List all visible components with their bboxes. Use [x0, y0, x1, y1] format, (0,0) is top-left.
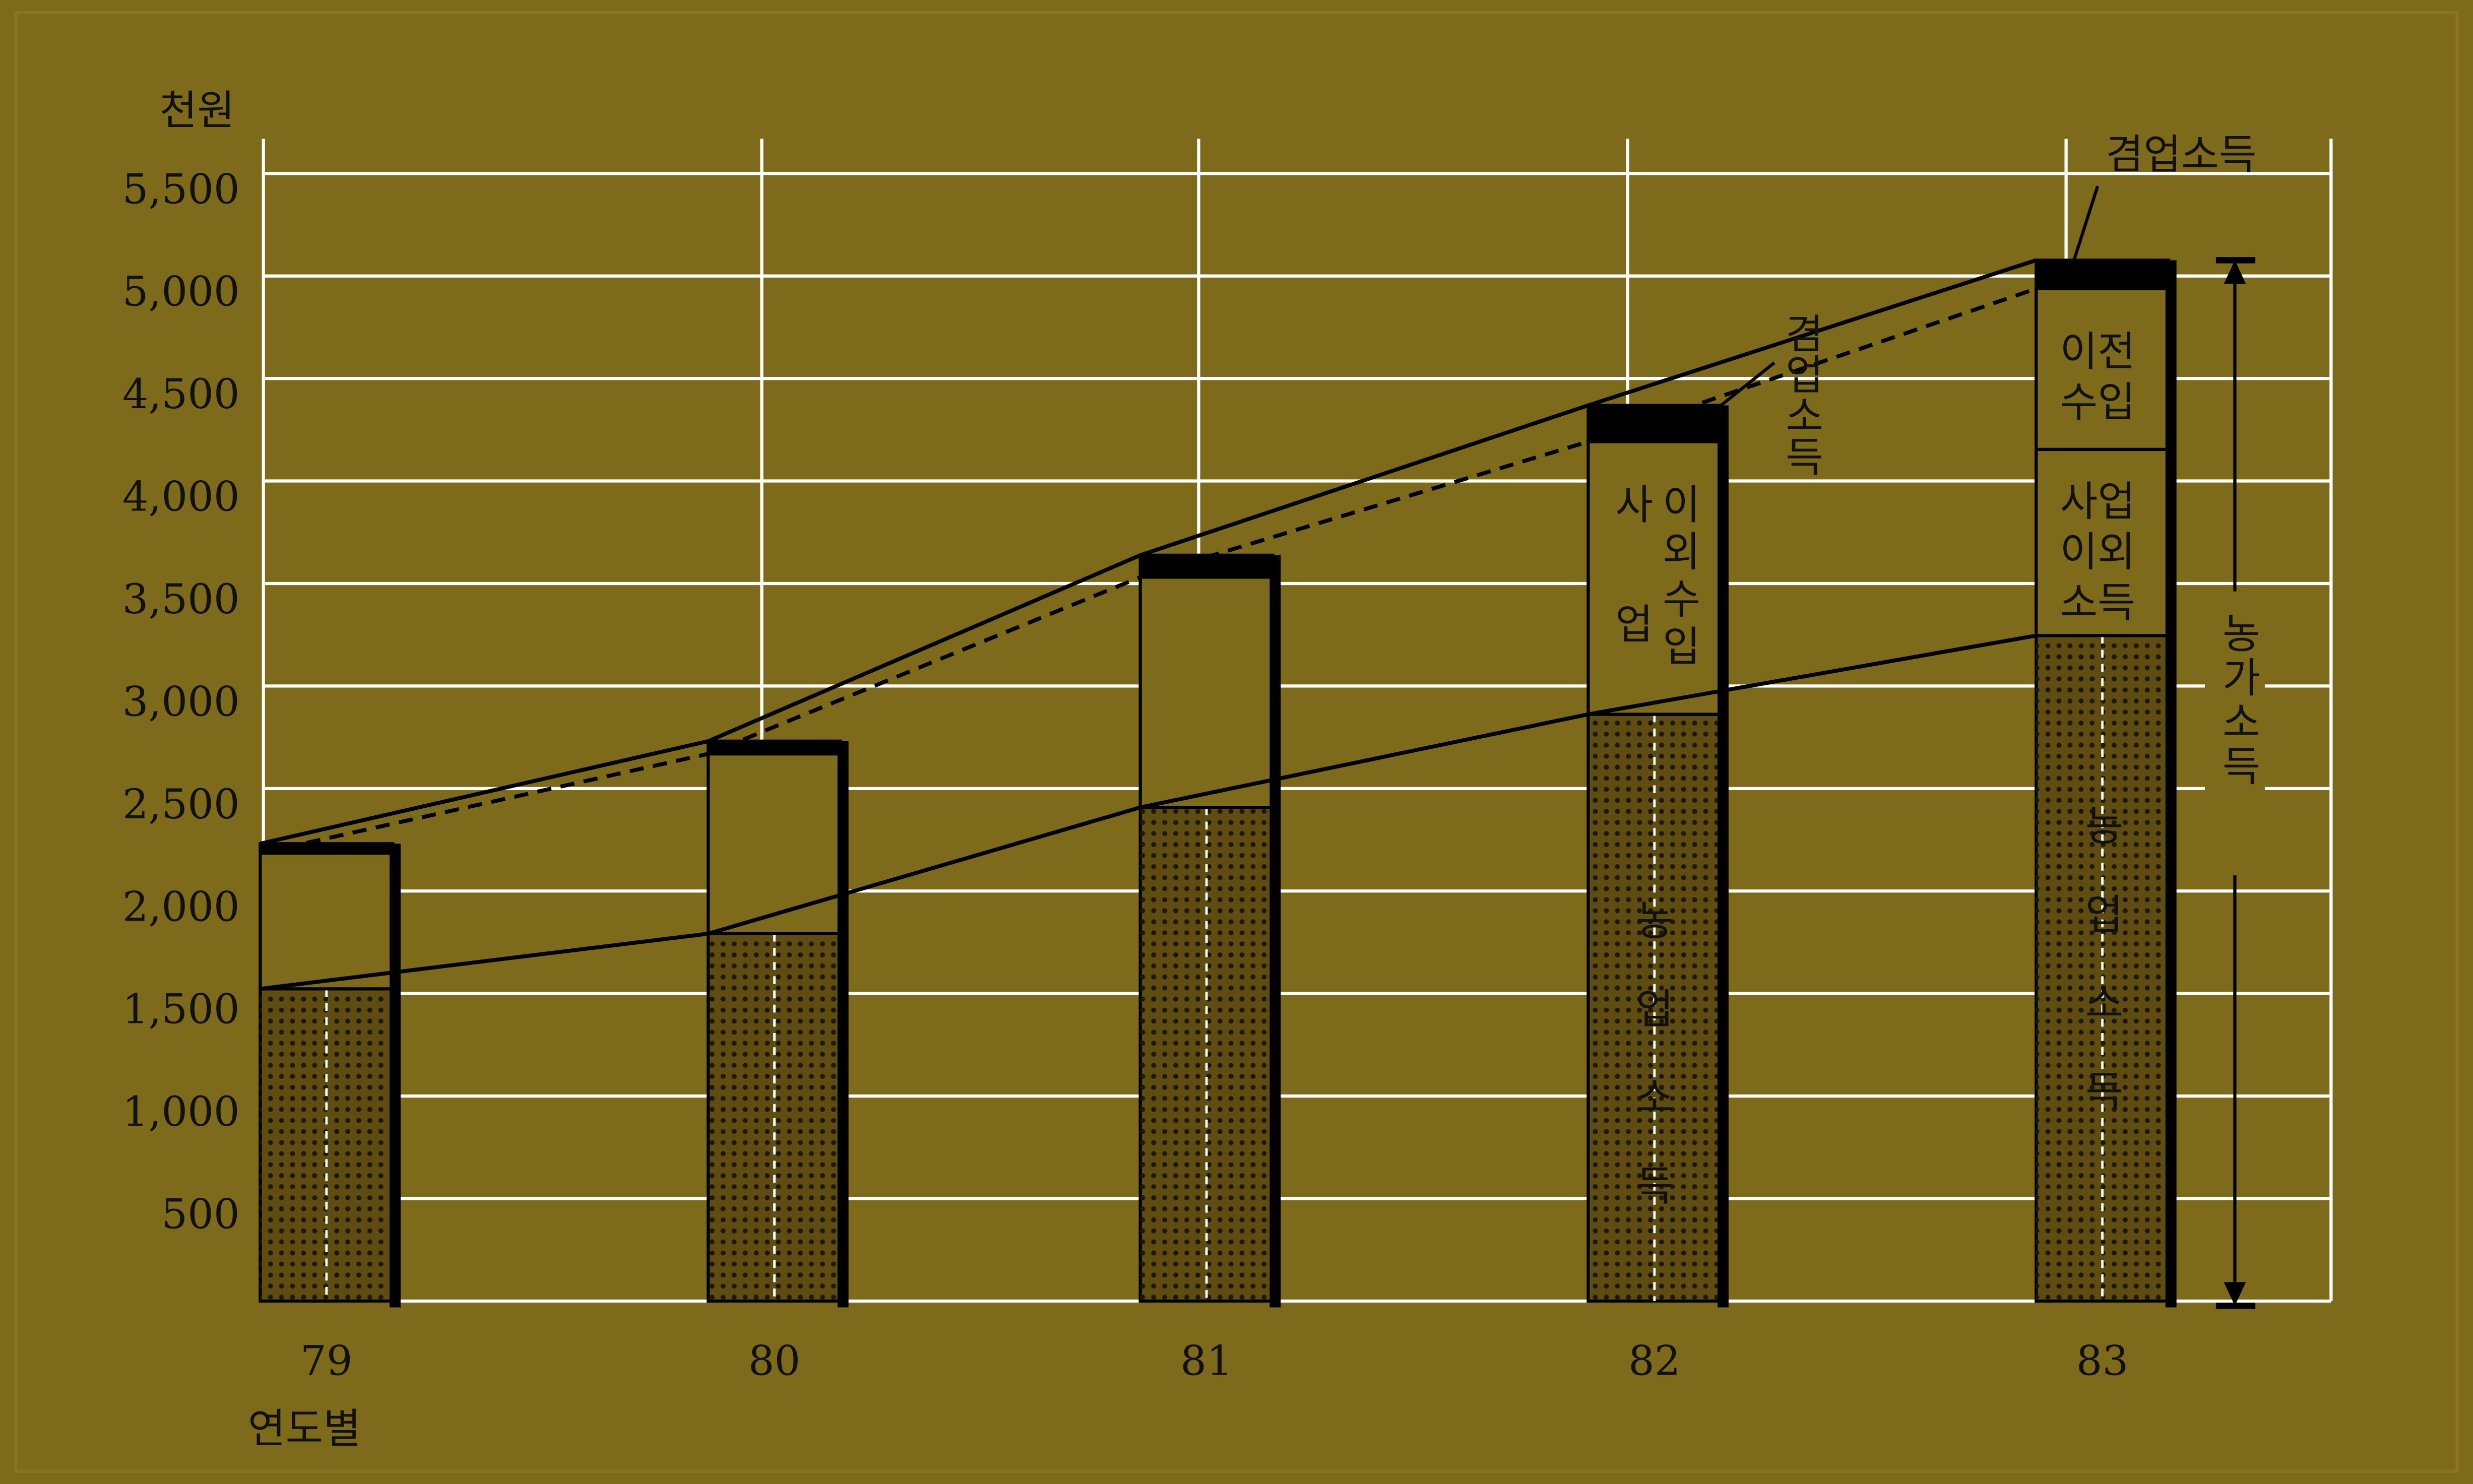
- total-line: [260, 258, 2037, 846]
- annotation: 천원: [159, 87, 235, 135]
- annotation: 이외: [2060, 528, 2135, 576]
- bar-segment: [1587, 440, 1723, 716]
- x-tick-label: 82: [1628, 1337, 1681, 1385]
- y-tick-label: 2,000: [122, 883, 240, 931]
- annotation: 겸업소득: [2106, 131, 2256, 178]
- frame: [14, 11, 2459, 1473]
- arrow-head: [2224, 1282, 2246, 1306]
- bar-segment: [259, 851, 395, 991]
- annotation: 소득: [2060, 578, 2135, 626]
- annotation: 이전: [2060, 328, 2135, 376]
- x-tick-label: 81: [1180, 1337, 1233, 1385]
- annotation: 수입: [2060, 378, 2135, 426]
- bar-shadow-edge: [1717, 405, 1729, 1308]
- y-tick-label: 4,000: [122, 473, 240, 521]
- annotation: 농가소득: [2214, 612, 2262, 788]
- annotation: 농업소득: [1627, 899, 1675, 1252]
- y-tick-label: 3,500: [122, 575, 240, 623]
- bracket-label-bg: [2204, 591, 2265, 875]
- annotation: 겸업소득: [1777, 312, 1825, 476]
- leader-line: [1718, 361, 1776, 408]
- leader-line: [2072, 185, 2100, 261]
- annotation: 사업: [1607, 483, 1655, 723]
- y-tick-label: 5,500: [122, 165, 240, 213]
- bar-segment: [707, 752, 843, 936]
- annotation: 사업: [2060, 478, 2135, 526]
- y-tick-label: 3,000: [122, 678, 240, 726]
- bar-segment: [2035, 287, 2171, 451]
- arrow-head: [2224, 260, 2246, 284]
- y-tick-label: 4,500: [122, 370, 240, 418]
- x-tick-label: 79: [300, 1337, 353, 1385]
- y-tick-label: 2,500: [122, 781, 240, 828]
- annotation: 농업소득: [2077, 804, 2125, 1157]
- bar-shadow-edge: [1270, 555, 1281, 1308]
- y-tick-label: 1,500: [122, 986, 240, 1034]
- bar-segment: [1138, 575, 1275, 809]
- y-tick-label: 5,000: [122, 268, 240, 316]
- x-tick-label: 83: [2076, 1337, 2129, 1385]
- bar-segment: [1587, 404, 1723, 443]
- annotation: 연도별: [248, 1405, 361, 1453]
- y-tick-label: 500: [161, 1191, 239, 1239]
- bar-segment: [2035, 259, 2171, 291]
- annotation: 이외수입: [1654, 483, 1702, 672]
- x-tick-label: 80: [748, 1337, 801, 1385]
- bar-shadow-edge: [389, 844, 401, 1308]
- bar-shadow-edge: [2165, 260, 2177, 1308]
- bar-shadow-edge: [837, 741, 849, 1308]
- farm-income-line: [260, 633, 2037, 991]
- bar-segment: [2035, 447, 2171, 637]
- y-tick-label: 1,000: [122, 1088, 240, 1136]
- bar-segment: [259, 842, 395, 855]
